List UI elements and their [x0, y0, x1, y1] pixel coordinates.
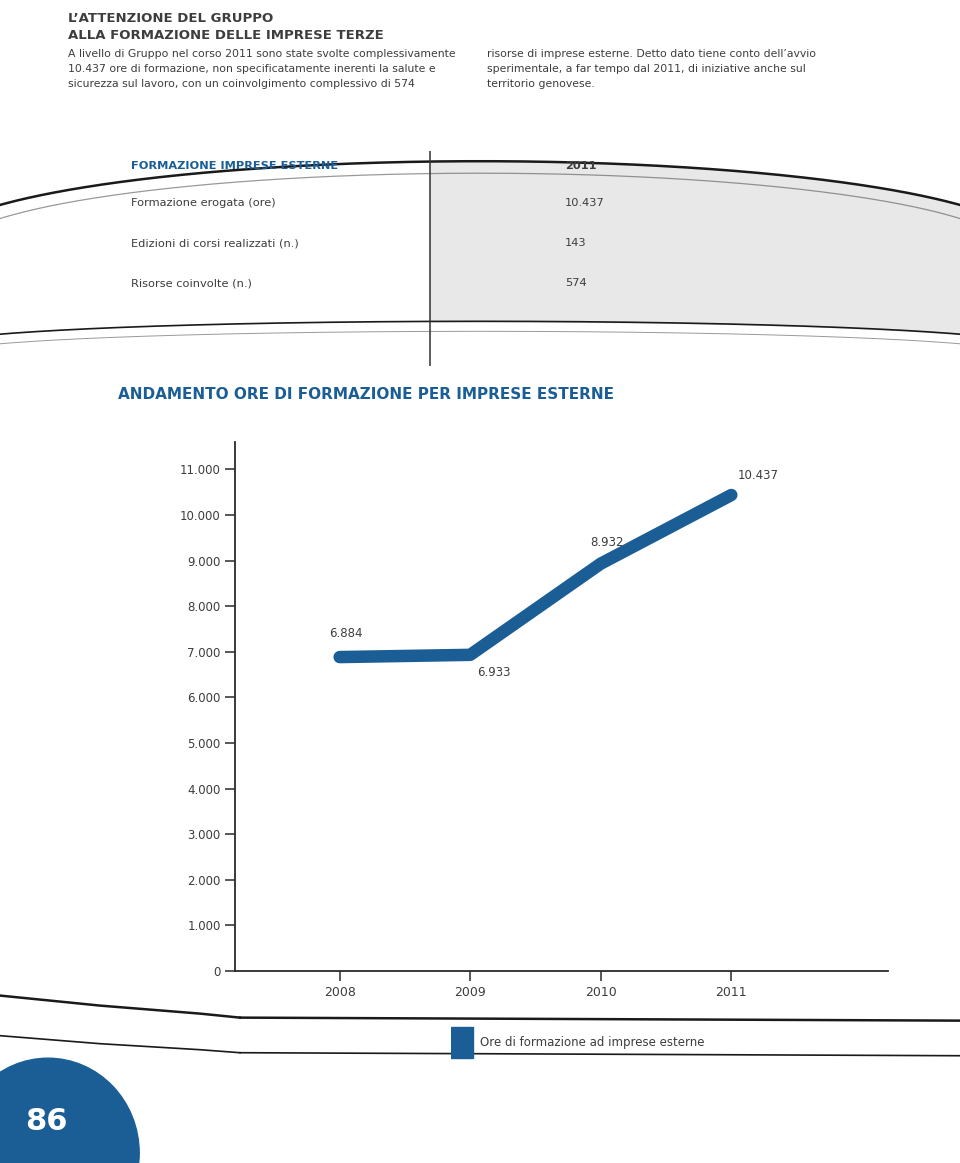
Text: Formazione erogata (ore): Formazione erogata (ore): [131, 198, 276, 208]
Text: 6.884: 6.884: [329, 627, 363, 640]
Text: FORMAZIONE IMPRESE ESTERNE: FORMAZIONE IMPRESE ESTERNE: [131, 162, 338, 171]
Text: ANDAMENTO ORE DI FORMAZIONE PER IMPRESE ESTERNE: ANDAMENTO ORE DI FORMAZIONE PER IMPRESE …: [118, 387, 613, 402]
Text: 8.932: 8.932: [590, 536, 624, 549]
Text: 86: 86: [25, 1106, 67, 1135]
Text: 10.437: 10.437: [738, 469, 779, 481]
Text: Edizioni di corsi realizzati (n.): Edizioni di corsi realizzati (n.): [131, 238, 299, 248]
Text: 574: 574: [564, 278, 587, 288]
Text: risorse di imprese esterne. Detto dato tiene conto dell’avvio
sperimentale, a fa: risorse di imprese esterne. Detto dato t…: [487, 49, 816, 88]
Text: Risorse coinvolte (n.): Risorse coinvolte (n.): [131, 278, 252, 288]
Circle shape: [0, 1058, 139, 1163]
Text: ALLA FORMAZIONE DELLE IMPRESE TERZE: ALLA FORMAZIONE DELLE IMPRESE TERZE: [68, 29, 384, 42]
Text: 2011: 2011: [564, 162, 596, 171]
Text: 10.437: 10.437: [564, 198, 605, 208]
Text: 143: 143: [564, 238, 587, 248]
Text: Ore di formazione ad imprese esterne: Ore di formazione ad imprese esterne: [480, 1035, 705, 1049]
Text: A livello di Gruppo nel corso 2011 sono state svolte complessivamente
10.437 ore: A livello di Gruppo nel corso 2011 sono …: [68, 49, 456, 88]
Text: L’ATTENZIONE DEL GRUPPO: L’ATTENZIONE DEL GRUPPO: [68, 12, 274, 24]
Text: 6.933: 6.933: [477, 666, 510, 679]
Bar: [451, 1027, 472, 1057]
